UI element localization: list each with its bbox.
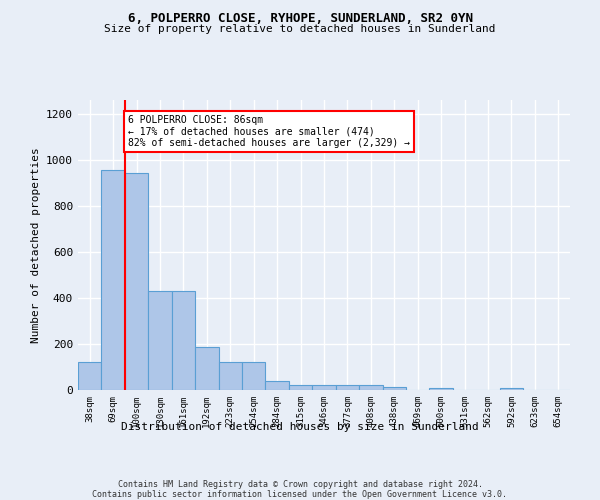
Text: Contains HM Land Registry data © Crown copyright and database right 2024.
Contai: Contains HM Land Registry data © Crown c… bbox=[92, 480, 508, 500]
Bar bbox=[218, 362, 242, 390]
Bar bbox=[125, 172, 148, 390]
Bar bbox=[312, 386, 336, 390]
Bar bbox=[336, 386, 359, 390]
Bar bbox=[101, 170, 125, 390]
Bar bbox=[148, 291, 172, 390]
Text: Size of property relative to detached houses in Sunderland: Size of property relative to detached ho… bbox=[104, 24, 496, 34]
Bar bbox=[242, 362, 265, 390]
Text: 6 POLPERRO CLOSE: 86sqm
← 17% of detached houses are smaller (474)
82% of semi-d: 6 POLPERRO CLOSE: 86sqm ← 17% of detache… bbox=[128, 115, 410, 148]
Bar bbox=[383, 386, 406, 390]
Bar bbox=[265, 381, 289, 390]
Bar bbox=[359, 386, 383, 390]
Bar bbox=[289, 386, 312, 390]
Text: 6, POLPERRO CLOSE, RYHOPE, SUNDERLAND, SR2 0YN: 6, POLPERRO CLOSE, RYHOPE, SUNDERLAND, S… bbox=[128, 12, 473, 26]
Text: Distribution of detached houses by size in Sunderland: Distribution of detached houses by size … bbox=[121, 422, 479, 432]
Bar bbox=[78, 362, 101, 390]
Bar bbox=[195, 348, 218, 390]
Y-axis label: Number of detached properties: Number of detached properties bbox=[31, 147, 41, 343]
Bar bbox=[430, 388, 453, 390]
Bar bbox=[500, 388, 523, 390]
Bar bbox=[172, 291, 195, 390]
